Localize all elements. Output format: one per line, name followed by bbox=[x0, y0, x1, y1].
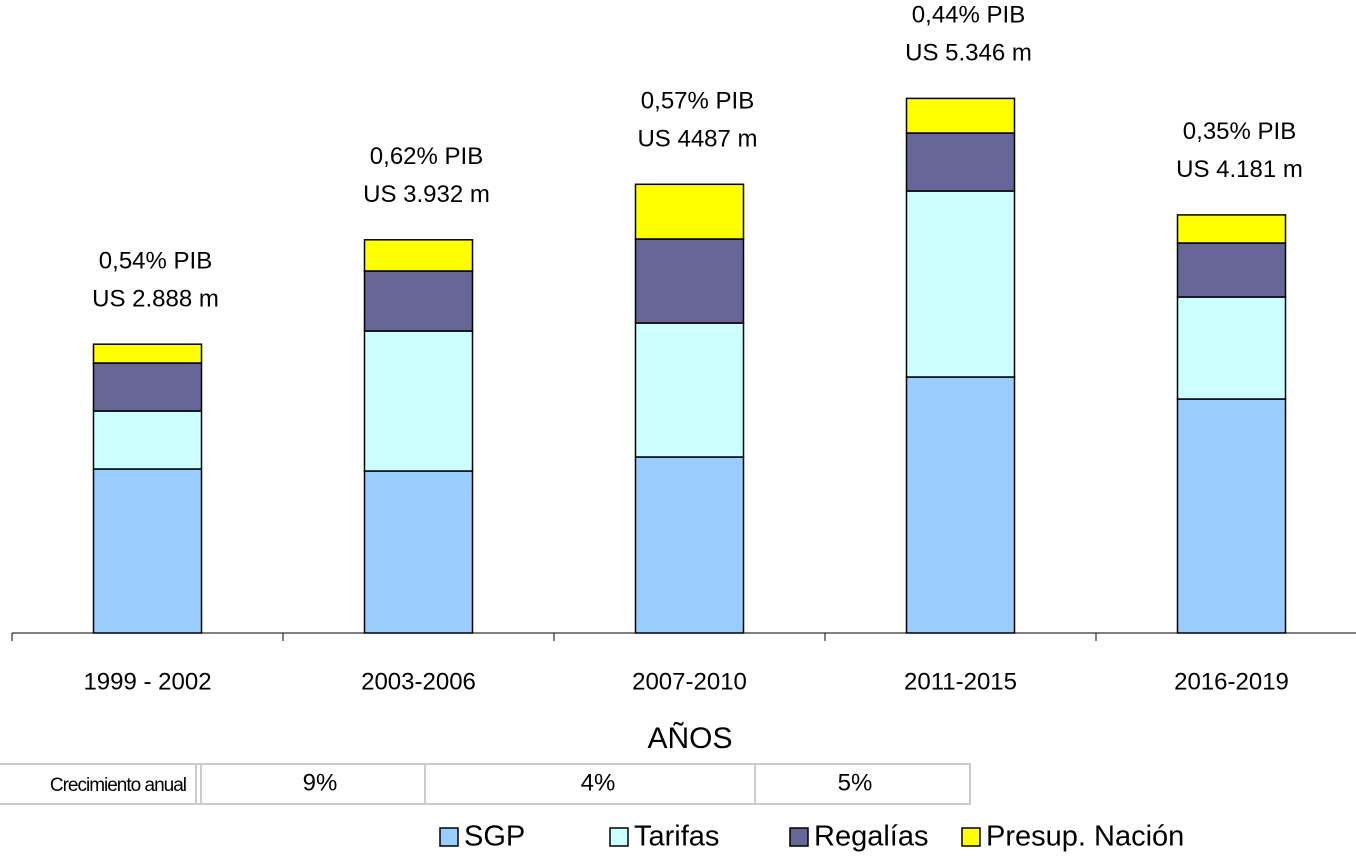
bar-segment bbox=[1176, 398, 1287, 634]
legend-swatch bbox=[609, 827, 629, 847]
bar-annotation: US 3.932 m bbox=[363, 181, 490, 208]
bar-segment bbox=[634, 238, 745, 324]
bar-segment bbox=[634, 456, 745, 634]
bar-annotation: 0,62% PIB bbox=[370, 143, 483, 170]
bar-segment bbox=[363, 470, 474, 634]
bar-segment bbox=[1176, 242, 1287, 298]
bar-annotation: 0,57% PIB bbox=[641, 88, 754, 115]
bar-segment bbox=[905, 132, 1016, 192]
table-cell: 9% bbox=[303, 769, 338, 796]
x-tick-label: 2007-2010 bbox=[632, 668, 747, 695]
bar-annotation: US 2.888 m bbox=[92, 286, 219, 313]
table-label: Crecimiento anual bbox=[50, 775, 186, 796]
bar-annotation: 0,44% PIB bbox=[912, 2, 1025, 29]
x-axis-title: AÑOS bbox=[647, 721, 732, 755]
legend-label: Tarifas bbox=[634, 821, 719, 853]
bar-segment bbox=[1176, 296, 1287, 400]
bar-segment bbox=[1176, 214, 1287, 244]
legend-swatch bbox=[789, 827, 809, 847]
x-tick-label: 2003-2006 bbox=[361, 668, 476, 695]
bar-annotation: US 4.181 m bbox=[1176, 156, 1303, 183]
bar-segment bbox=[363, 330, 474, 472]
legend-swatch bbox=[961, 827, 981, 847]
bar-segment bbox=[363, 239, 474, 272]
x-tick-label: 2011-2015 bbox=[904, 668, 1017, 695]
x-tick-label: 1999 - 2002 bbox=[83, 668, 211, 695]
bar-segment bbox=[634, 183, 745, 240]
bar-segment bbox=[905, 376, 1016, 634]
legend-swatch bbox=[439, 827, 459, 847]
bar-segment bbox=[92, 468, 203, 634]
table-cell: 4% bbox=[581, 769, 616, 796]
bar-segment bbox=[905, 97, 1016, 134]
table-frame bbox=[0, 763, 971, 805]
bar-segment bbox=[363, 270, 474, 332]
bar-annotation: 0,54% PIB bbox=[99, 248, 212, 275]
bar-segment bbox=[92, 362, 203, 412]
bar-segment bbox=[92, 410, 203, 470]
legend-label: Regalías bbox=[814, 821, 928, 853]
legend-label: SGP bbox=[464, 821, 525, 853]
bar-annotation: US 5.346 m bbox=[905, 40, 1032, 67]
bar-segment bbox=[92, 343, 203, 364]
x-tick-label: 2016-2019 bbox=[1174, 668, 1289, 695]
bar-segment bbox=[634, 322, 745, 458]
bar-segment bbox=[905, 190, 1016, 378]
legend-label: Presup. Nación bbox=[986, 821, 1184, 853]
table-cell: 5% bbox=[838, 769, 873, 796]
bar-annotation: US 4487 m bbox=[637, 126, 757, 153]
bar-annotation: 0,35% PIB bbox=[1183, 118, 1296, 145]
